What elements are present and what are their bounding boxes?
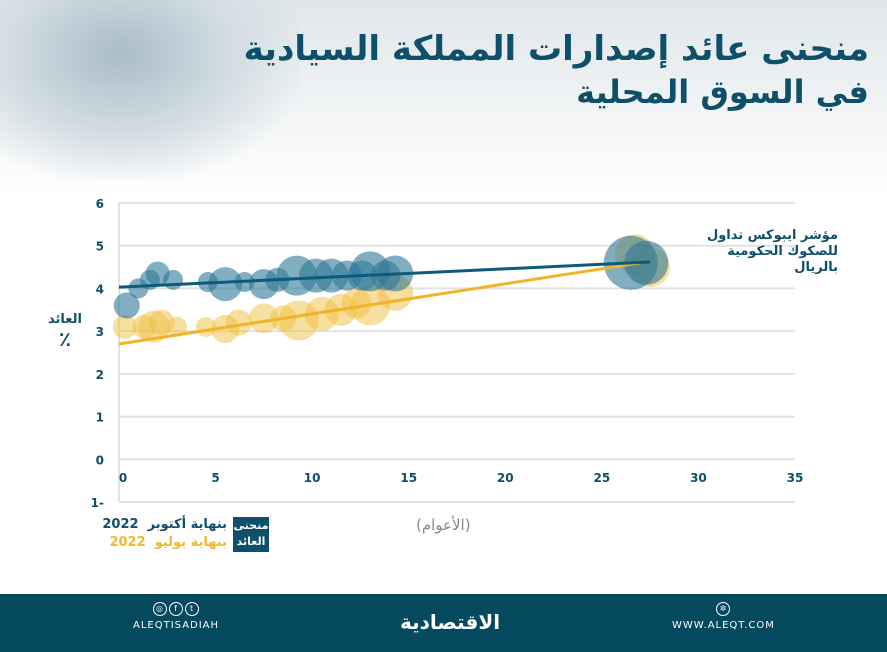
- page-title: منحنى عائد إصدارات المملكة السيادية في ا…: [244, 28, 869, 114]
- x-tick-label: 5: [211, 471, 219, 485]
- instagram-icon[interactable]: ◎: [153, 602, 168, 616]
- x-tick-label: 0: [119, 471, 127, 485]
- july-bubble: [225, 309, 252, 336]
- social-links: ◎ f t ALEQTISADIAH: [133, 602, 219, 631]
- y-tick-label: 4: [96, 282, 104, 296]
- july-bubble: [112, 314, 137, 339]
- y-tick-label: 3: [96, 325, 104, 339]
- x-tick-label: 35: [787, 471, 804, 485]
- x-tick-label: 30: [690, 471, 707, 485]
- july-bubble: [166, 316, 187, 337]
- website: ✲ WWW.ALEQT.COM: [672, 602, 775, 631]
- x-tick-label: 10: [304, 471, 321, 485]
- legend-october-text: بنهاية أكتوبر: [147, 517, 227, 532]
- x-tick-label: 15: [400, 471, 417, 485]
- title-line-2: في السوق المحلية: [576, 73, 869, 111]
- y-tick-label: 1: [96, 411, 104, 425]
- website-url[interactable]: WWW.ALEQT.COM: [672, 620, 775, 631]
- legend-october: بنهاية أكتوبر 2022: [102, 517, 227, 532]
- legend-july-text: بنهاية يوليو: [154, 535, 227, 550]
- y-axis-unit: ٪: [58, 327, 72, 351]
- legend-july: بنهاية يوليو 2022: [109, 535, 227, 550]
- y-tick-label: 6: [96, 197, 104, 211]
- facebook-icon[interactable]: f: [169, 602, 184, 616]
- legend-october-year: 2022: [102, 517, 139, 532]
- annotation-line-1: مؤشر ايبوكس تداول: [706, 228, 838, 243]
- july-trend-line: [118, 261, 641, 346]
- y-axis-label: العائد ٪: [48, 312, 82, 351]
- header-photo: [0, 0, 300, 180]
- october-bubble: [208, 267, 243, 302]
- twitter-icon[interactable]: t: [185, 602, 200, 616]
- title-line-1: منحنى عائد إصدارات المملكة السيادية: [243, 29, 869, 69]
- x-tick-label: 20: [497, 471, 514, 485]
- footer: ◎ f t ALEQTISADIAH الاقتصادية ✲ WWW.ALEQT.…: [0, 594, 887, 652]
- legend-title-2: العائد: [236, 535, 266, 548]
- october-bubble: [163, 269, 184, 290]
- legend-july-year: 2022: [109, 535, 146, 550]
- legend-title-1: منحنى: [233, 519, 269, 532]
- y-tick-label: 0: [96, 453, 104, 467]
- yield-curve-chart: 1- 0 1 2 3 4 5 6 0 5 10 15 20 25 30 35: [91, 197, 804, 510]
- legend-title-box: منحنى العائد: [233, 517, 269, 552]
- x-tick-label: 25: [594, 471, 611, 485]
- y-tick-label: 2: [96, 368, 104, 382]
- y-tick-label: 5: [96, 240, 104, 254]
- y-axis-title: العائد: [48, 312, 82, 327]
- globe-icon: ✲: [716, 602, 731, 616]
- y-tick-label: 1-: [91, 496, 104, 510]
- index-annotation: مؤشر ايبوكس تداول للصكوك الحكومية بالريا…: [698, 228, 838, 276]
- social-handle: ALEQTISADIAH: [133, 620, 220, 631]
- annotation-line-2: للصكوك الحكومية بالريال: [727, 244, 838, 275]
- brand-logo: الاقتصادية: [400, 610, 501, 634]
- october-bubble: [113, 292, 140, 319]
- october-trend-line: [118, 260, 651, 289]
- july-bubble: [248, 303, 279, 334]
- x-axis-label: (الأعوام): [416, 516, 471, 534]
